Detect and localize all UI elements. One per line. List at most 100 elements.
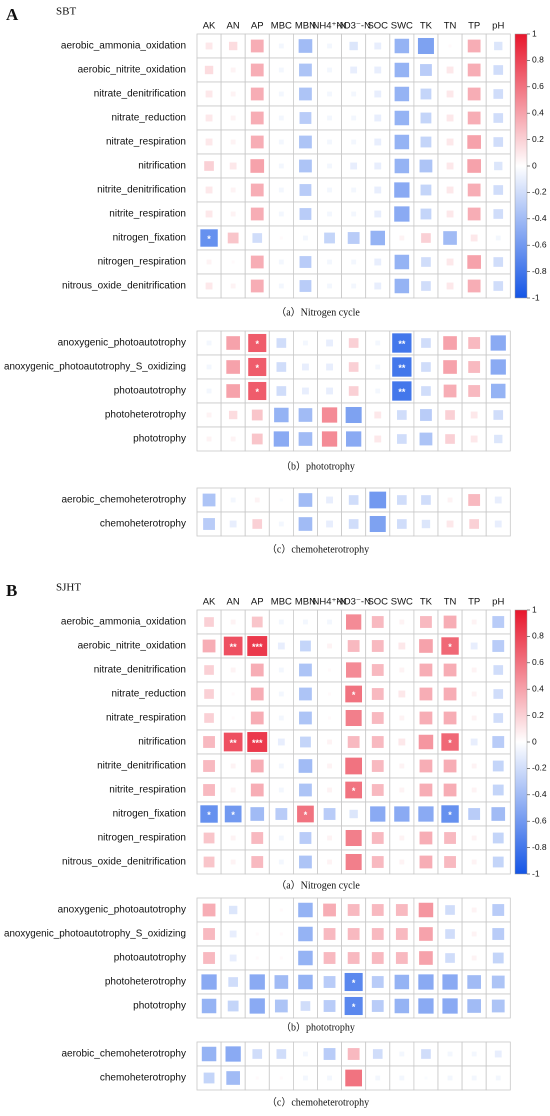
significance-mark: *** — [252, 642, 263, 652]
correlation-square — [398, 642, 406, 650]
correlation-square — [468, 494, 481, 506]
correlation-square — [252, 519, 263, 529]
correlation-square — [371, 616, 384, 628]
correlation-square — [443, 615, 457, 629]
correlation-square — [494, 161, 503, 171]
correlation-square — [250, 135, 264, 149]
correlation-square — [395, 904, 408, 916]
correlation-square — [492, 952, 504, 964]
correlation-square — [441, 733, 459, 751]
correlation-square — [205, 90, 213, 98]
cell — [461, 511, 487, 537]
correlation-square — [250, 807, 265, 821]
correlation-square — [345, 1069, 363, 1087]
correlation-square — [492, 832, 504, 844]
correlation-square — [248, 381, 267, 401]
correlation-square — [493, 185, 504, 195]
cell — [485, 801, 511, 827]
correlation-square — [299, 184, 312, 196]
correlation-square — [300, 736, 311, 748]
correlation-square — [445, 410, 455, 420]
row-label: nitrite_respiration — [109, 209, 186, 220]
correlation-square — [348, 519, 359, 529]
column-label: AP — [251, 21, 264, 32]
correlation-square — [399, 763, 405, 769]
correlation-square — [471, 667, 477, 673]
correlation-square — [470, 738, 478, 746]
correlation-square — [230, 619, 236, 625]
correlation-square — [369, 515, 386, 533]
correlation-square — [223, 636, 243, 656]
correlation-square — [252, 233, 263, 243]
row-label: nitrate_respiration — [106, 137, 186, 148]
correlation-square — [204, 65, 214, 75]
correlation-square — [471, 1051, 477, 1057]
significance-mark: * — [207, 234, 211, 244]
correlation-square — [230, 115, 236, 121]
correlation-square — [392, 381, 412, 401]
correlation-square — [278, 691, 284, 697]
row-label: photoautotrophy — [114, 953, 186, 964]
correlation-square — [250, 255, 264, 269]
cell — [437, 273, 463, 299]
significance-mark: * — [352, 1002, 356, 1012]
correlation-square — [205, 282, 213, 290]
correlation-square — [395, 952, 408, 964]
correlation-square — [395, 928, 408, 940]
column-label: AP — [251, 597, 264, 608]
cell — [365, 1065, 391, 1091]
correlation-square — [471, 1075, 477, 1081]
correlation-square — [492, 904, 505, 916]
correlation-square — [346, 662, 362, 678]
correlation-square — [371, 856, 384, 868]
correlation-square — [374, 114, 382, 122]
cell — [389, 777, 415, 803]
correlation-square — [399, 619, 405, 625]
correlation-square — [228, 977, 238, 987]
row-label: chemoheterotrophy — [100, 1073, 186, 1084]
significance-mark: * — [448, 642, 452, 652]
correlation-square — [230, 91, 236, 97]
correlation-square — [278, 667, 284, 673]
correlation-square — [371, 712, 384, 724]
cell — [244, 201, 270, 227]
row-label: anoxygenic_photoautotrophy_S_oxidizing — [4, 362, 186, 373]
correlation-square — [351, 283, 357, 289]
correlation-square — [250, 279, 264, 293]
correlation-square — [251, 433, 263, 445]
correlation-square — [420, 112, 432, 124]
correlation-square — [375, 388, 381, 394]
correlation-square — [370, 806, 386, 822]
correlation-square — [420, 64, 432, 76]
row-label: nitrification — [138, 737, 186, 748]
correlation-square — [275, 808, 288, 820]
correlation-square — [204, 665, 214, 675]
correlation-square — [302, 363, 309, 371]
correlation-square — [493, 281, 504, 291]
correlation-square — [345, 685, 363, 703]
correlation-square — [446, 162, 454, 170]
correlation-square — [201, 974, 217, 990]
correlation-square — [398, 690, 406, 698]
correlation-square — [274, 999, 288, 1013]
row-label: aerobic_chemoheterotrophy — [61, 495, 186, 506]
correlation-square — [279, 498, 283, 502]
correlation-square — [201, 998, 217, 1014]
correlation-square — [278, 91, 284, 97]
correlation-square — [446, 258, 454, 266]
correlation-square — [298, 39, 313, 53]
correlation-square — [347, 904, 360, 916]
correlation-square — [248, 357, 267, 377]
correlation-square — [204, 689, 214, 699]
correlation-square — [445, 929, 455, 939]
correlation-square — [494, 434, 503, 444]
correlation-square — [228, 41, 238, 51]
correlation-square — [374, 411, 382, 419]
row-label: anoxygenic_photoautotrophy — [58, 905, 186, 916]
correlation-square — [206, 259, 212, 265]
correlation-square — [374, 210, 382, 218]
row-label: nitrogen_fixation — [113, 809, 186, 820]
correlation-square — [394, 182, 410, 198]
group-label: SBT — [56, 6, 76, 18]
correlation-square — [327, 91, 332, 97]
